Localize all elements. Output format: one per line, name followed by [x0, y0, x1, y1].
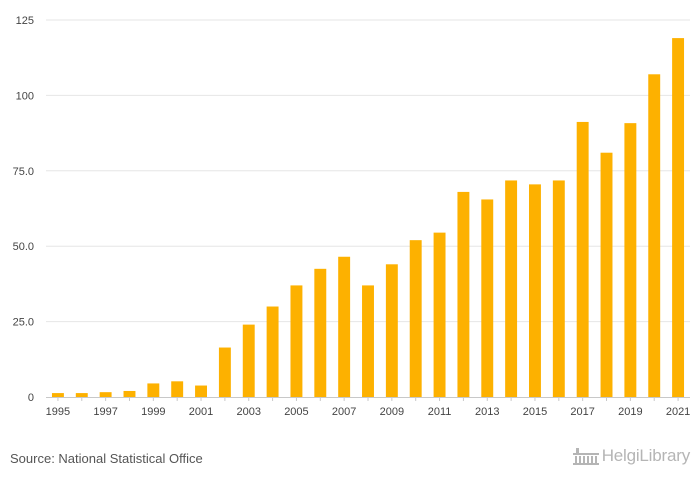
bar-2021: [672, 38, 685, 397]
x-tick-label: 2017: [570, 406, 594, 418]
y-tick-label: 125: [16, 15, 34, 27]
bar-chart: 0 25.0 50.0 75.0 100 125 1995 1997 1999 2001 2003…: [13, 15, 691, 418]
bar-2017: [576, 121, 589, 398]
bar-1999: [147, 383, 160, 397]
x-tick-label: 2001: [189, 406, 213, 418]
bar-2009: [385, 264, 398, 397]
bar-2004: [266, 306, 279, 397]
bar-1998: [123, 390, 136, 397]
bar-2007: [338, 256, 351, 397]
bar-2002: [218, 347, 231, 397]
x-tick-label: 2019: [618, 406, 642, 418]
y-tick-label: 50.0: [13, 241, 34, 253]
y-tick-label: 0: [28, 392, 34, 404]
chart-footer: Source: National Statistical Office Helg…: [0, 440, 700, 483]
grid-lines: [46, 19, 690, 323]
x-tick-label: 2009: [380, 406, 404, 418]
bar-2019: [624, 123, 637, 397]
bar-2008: [362, 285, 374, 397]
bar-2001: [195, 385, 207, 397]
bar-1995: [51, 393, 64, 397]
bar-2000: [171, 381, 184, 397]
y-tick-label: 75.0: [13, 166, 34, 178]
bar-2010: [409, 240, 422, 397]
bar-2003: [242, 324, 255, 397]
x-tick-label: 2015: [523, 406, 547, 418]
y-tick-label: 25.0: [13, 317, 34, 329]
x-tick-label: 2013: [475, 406, 499, 418]
bar-2005: [290, 285, 303, 397]
bar-2014: [505, 180, 518, 397]
bar-1997: [99, 392, 112, 397]
bar-2006: [314, 268, 327, 397]
x-axis: 1995 1997 1999 2001 2003 2005 2007 2009 2011 2013…: [46, 397, 690, 418]
bar-2011: [433, 232, 446, 397]
x-tick-label: 1999: [141, 406, 165, 418]
bar-2020: [648, 74, 661, 398]
bar-2015: [529, 184, 541, 397]
bar-1996: [75, 393, 88, 397]
y-axis-ticks: 0 25.0 50.0 75.0 100 125: [13, 15, 34, 404]
bars: [51, 38, 685, 398]
bar-2012: [457, 191, 470, 397]
bar-2013: [481, 199, 494, 397]
y-tick-label: 100: [16, 90, 34, 102]
bar-2018: [600, 152, 613, 397]
x-tick-label: 2005: [284, 406, 308, 418]
x-tick-label: 2011: [428, 406, 452, 418]
bar-2016: [552, 180, 565, 397]
x-tick-label: 2021: [666, 406, 690, 418]
logo-text: HelgiLibrary: [601, 446, 691, 465]
x-tick-label: 2007: [332, 406, 356, 418]
x-tick-label: 2003: [236, 406, 260, 418]
x-tick-label: 1995: [46, 406, 70, 418]
helgilibrary-logo[interactable]: HelgiLibrary: [572, 446, 691, 466]
x-tick-label: 1997: [93, 406, 117, 418]
library-building-icon: [572, 448, 599, 465]
source-note: Source: National Statistical Office: [10, 451, 203, 466]
